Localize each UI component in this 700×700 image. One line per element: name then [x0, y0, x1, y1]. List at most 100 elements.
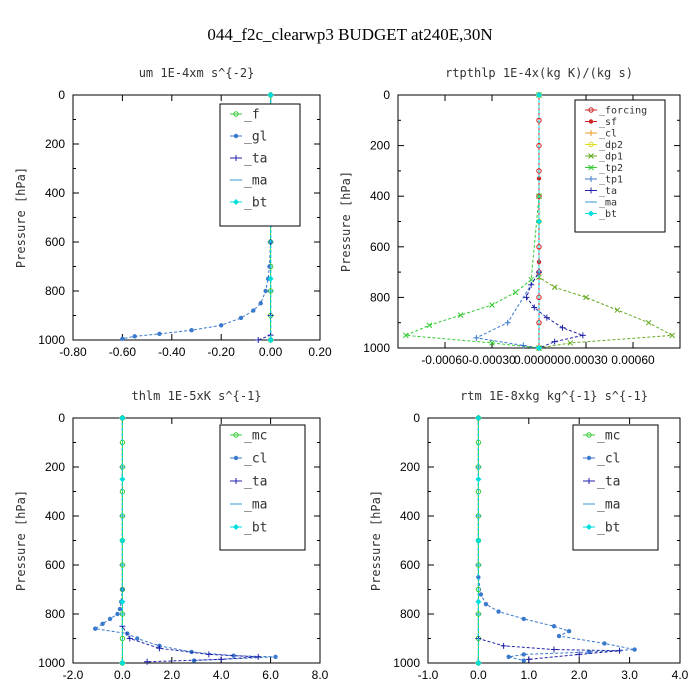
y-tick-label: 400 — [45, 509, 65, 523]
x-tick-label: -0.60 — [109, 345, 137, 359]
data-point — [475, 415, 482, 421]
x-tick-label: 0.20 — [308, 345, 332, 359]
data-point — [576, 651, 583, 658]
data-point — [512, 289, 519, 296]
legend-marker — [586, 432, 592, 438]
legend-marker — [233, 199, 239, 205]
legend-label: _cl — [599, 129, 617, 140]
data-point — [551, 284, 558, 291]
legend-label: _ta — [599, 186, 617, 197]
y-tick-label: 600 — [45, 235, 65, 249]
data-point — [579, 332, 586, 339]
data-point — [536, 193, 542, 199]
y-tick-label: 0 — [58, 411, 65, 425]
data-point — [267, 337, 274, 343]
data-point — [119, 415, 126, 421]
data-point — [536, 345, 542, 351]
x-tick-label: -0.20 — [208, 345, 236, 359]
data-point — [267, 92, 274, 98]
legend-marker — [233, 524, 239, 530]
data-point — [144, 658, 151, 665]
data-point — [543, 314, 550, 321]
series-tp2 — [402, 92, 542, 351]
data-point — [100, 621, 105, 626]
y-tick-label: 800 — [45, 284, 65, 298]
data-point — [556, 633, 562, 639]
data-point — [457, 312, 464, 318]
panel-title: rtpthlp 1E-4x(kg K)/(kg s) — [445, 66, 633, 80]
x-tick-label: -0.00060 — [421, 353, 469, 367]
x-tick-label: 8.0 — [312, 668, 329, 682]
data-point — [551, 624, 557, 629]
legend-label: _ma — [597, 498, 620, 513]
data-point — [520, 342, 527, 349]
data-point — [669, 332, 676, 339]
legend-label: _bt — [244, 521, 267, 536]
data-point — [521, 658, 526, 663]
data-point — [504, 319, 511, 326]
legend-label: _ma — [599, 198, 617, 209]
legend-label: _bt — [597, 521, 620, 536]
data-point — [426, 322, 433, 329]
x-tick-label: 0.000000 — [514, 353, 564, 367]
y-tick-label: 200 — [45, 137, 65, 151]
data-point — [489, 340, 495, 346]
x-tick-label: -0.80 — [59, 345, 87, 359]
data-point — [559, 324, 566, 331]
data-point — [645, 319, 652, 326]
x-tick-label: 3.0 — [621, 668, 638, 682]
legend-marker — [588, 130, 594, 136]
panel-2: rtpthlp 1E-4x(kg K)/(kg s) 0 200 400 600 800 1… — [339, 66, 681, 367]
data-point — [473, 334, 480, 341]
legend-box — [219, 424, 306, 551]
legend-label: _dp1 — [599, 152, 623, 163]
x-tick-label: -0.40 — [158, 345, 186, 359]
legend-label: _dp2 — [599, 140, 623, 151]
legend-label: _ta — [597, 475, 620, 490]
data-point — [273, 654, 278, 660]
legend-marker — [588, 164, 594, 171]
series-line — [121, 418, 259, 663]
data-point — [120, 336, 125, 341]
series-line — [525, 95, 585, 349]
data-point — [632, 647, 637, 652]
legend-label: _gl — [244, 130, 267, 145]
panel-1: um 1E-4xm s^{-2} 0 200 400 600 800 1000-0.80 -0… — [14, 66, 332, 359]
panel-3: thlm 1E-5xK s^{-1} 0 200 400 600 800 1000-2.0 0… — [14, 389, 329, 682]
x-tick-label: 2.0 — [571, 668, 588, 682]
legend-label: _cl — [597, 452, 620, 467]
legend-marker — [588, 119, 594, 124]
data-point — [528, 281, 535, 288]
data-point — [156, 645, 163, 652]
legend-label: _bt — [244, 196, 267, 211]
series-line — [405, 95, 540, 349]
legend: _forcing_sf_cl_dp2_dp1_tp2_tp1_ta_ma_bt — [574, 99, 666, 233]
data-point — [238, 315, 244, 321]
x-tick-label: 2.0 — [163, 668, 180, 682]
y-tick-label: 200 — [45, 460, 65, 474]
data-point — [551, 338, 558, 345]
data-point — [536, 218, 542, 225]
legend-marker — [233, 133, 239, 139]
series-line — [474, 95, 540, 349]
series-bt — [475, 415, 482, 666]
panel-title: rtm 1E-8xkg kg^{-1} s^{-1} — [460, 389, 648, 403]
legend-label: _ta — [244, 475, 267, 490]
legend-marker — [233, 111, 239, 117]
panel-4: rtm 1E-8xkg kg^{-1} s^{-1} 0 200 400 600 800 1… — [369, 389, 689, 682]
data-point — [126, 635, 133, 642]
legend-label: _tp2 — [599, 163, 623, 174]
data-point — [478, 592, 484, 597]
data-point — [525, 656, 532, 663]
data-point — [566, 628, 572, 634]
data-point — [231, 653, 236, 658]
data-point — [528, 276, 535, 283]
series-line — [93, 418, 276, 662]
data-point — [205, 651, 212, 658]
data-point — [483, 602, 489, 607]
legend-box — [572, 424, 659, 551]
y-axis-label: Pressure [hPa] — [14, 490, 28, 591]
data-point — [521, 652, 526, 657]
data-point — [189, 328, 194, 333]
legend-marker — [588, 210, 594, 217]
